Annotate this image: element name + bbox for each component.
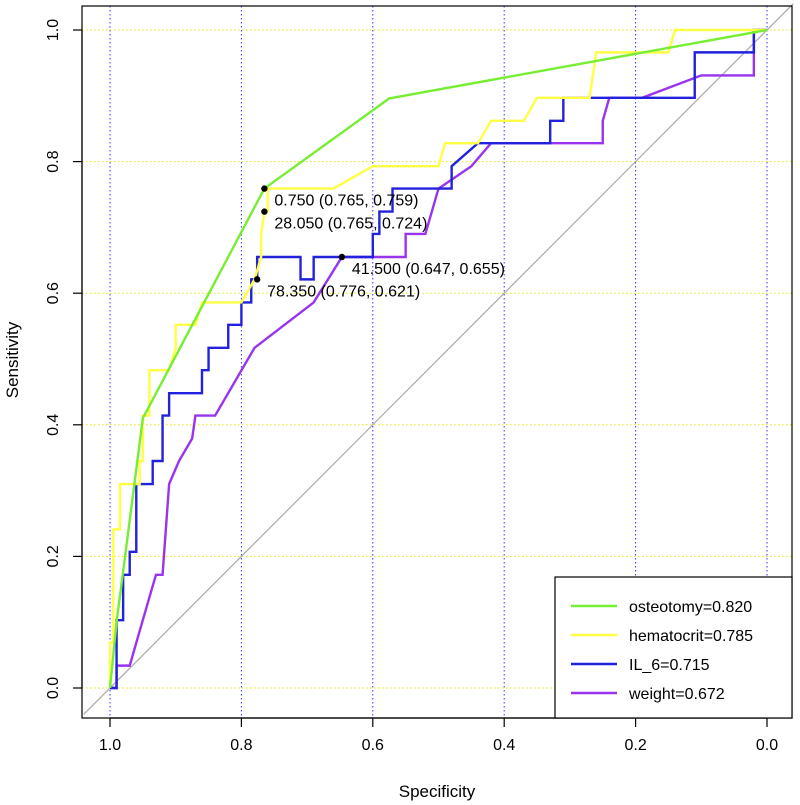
legend-box [554, 576, 793, 719]
x-tick-label: 0.0 [756, 737, 778, 754]
y-tick-label: 1.0 [45, 19, 62, 41]
threshold-point [253, 276, 261, 283]
legend: osteotomy=0.820 hematocrit=0.785 IL_6=0.71… [554, 576, 793, 719]
x-tick-label: 0.2 [624, 737, 646, 754]
y-tick-label: 0.2 [45, 545, 62, 567]
y-axis: 0.0 0.2 0.4 0.6 0.8 1.0 [45, 19, 83, 699]
x-axis: 1.0 0.8 0.6 0.4 0.2 0.0 [99, 717, 778, 754]
threshold-point [338, 253, 346, 261]
x-axis-title: Specificity [399, 782, 476, 801]
x-tick-label: 0.8 [230, 737, 252, 754]
series-line [108, 28, 768, 689]
reference-diagonal [83, 3, 794, 715]
threshold-point [261, 208, 268, 215]
threshold-point [261, 185, 268, 192]
legend-label: osteotomy=0.820 [629, 599, 752, 616]
legend-label: IL_6=0.715 [629, 657, 710, 674]
legend-label: hematocrit=0.785 [629, 628, 753, 645]
y-axis-title: Sensitivity [3, 321, 22, 398]
y-tick-label: 0.4 [45, 414, 62, 436]
threshold-label: 0.750 (0.765, 0.759) [274, 193, 418, 210]
y-tick-label: 0.8 [45, 150, 62, 172]
threshold-label: 41.500 (0.647, 0.655) [352, 261, 505, 278]
threshold-label: 28.050 (0.765, 0.724) [274, 216, 427, 233]
annotation-layer: 0.750 (0.765, 0.759) 28.050 (0.765, 0.724… [253, 185, 505, 300]
legend-label: weight=0.672 [628, 686, 725, 703]
threshold-label: 78.350 (0.776, 0.621) [267, 283, 420, 300]
y-tick-label: 0.6 [45, 282, 62, 304]
x-tick-label: 0.4 [493, 737, 515, 754]
x-tick-label: 1.0 [99, 737, 121, 754]
y-tick-label: 0.0 [45, 677, 62, 699]
x-tick-label: 0.6 [362, 737, 384, 754]
